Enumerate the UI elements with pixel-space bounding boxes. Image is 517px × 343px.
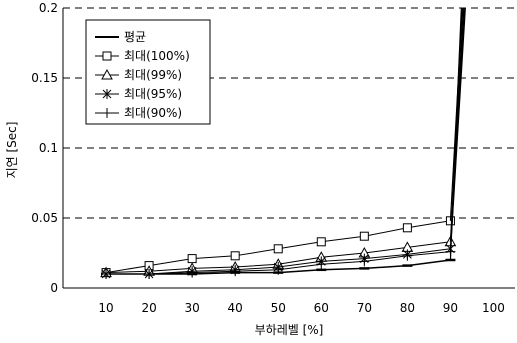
x-tick-label-5: 60	[314, 301, 329, 315]
series-1-point-6	[359, 231, 369, 241]
legend-marker-4	[102, 108, 112, 118]
y-tick-label-1: 0.05	[31, 211, 58, 225]
series-4-point-6	[359, 256, 370, 267]
y-tick-label-2: 0.1	[39, 141, 58, 155]
x-tick-label-3: 40	[228, 301, 243, 315]
series-4-point-1	[144, 269, 155, 279]
x-axis-title: 부하레벨 [%]	[255, 323, 324, 337]
series-4-point-0	[101, 269, 112, 279]
x-tick-label-2: 30	[185, 301, 200, 315]
x-tick-label-0: 10	[98, 301, 113, 315]
legend-marker-3	[102, 89, 112, 99]
legend-label-3: 최대(95%)	[124, 87, 182, 101]
x-tick-label-1: 20	[141, 301, 156, 315]
axes	[62, 8, 515, 289]
series-1-point-2	[187, 254, 197, 264]
x-tick-label-4: 50	[271, 301, 286, 315]
spike-line-1	[449, 7, 463, 221]
series-4-point-7	[402, 250, 413, 261]
series-1-point-4	[273, 244, 283, 254]
series-group	[100, 7, 466, 279]
y-axis-title: 지연 [Sec]	[5, 122, 19, 179]
x-tick-label-8: 90	[443, 301, 458, 315]
series-4-point-5	[316, 259, 327, 270]
legend-label-0: 평균	[124, 30, 146, 44]
legend-marker-2	[101, 68, 113, 80]
y-tick-label-0: 0	[50, 281, 58, 295]
series-1-point-5	[316, 237, 326, 247]
legend-label-4: 최대(90%)	[124, 106, 182, 120]
series-4-point-3	[230, 266, 241, 277]
y-tick-label-3: 0.15	[31, 71, 58, 85]
legend-label-1: 최대(100%)	[124, 49, 190, 63]
series-4-point-2	[187, 267, 198, 278]
series-4-point-4	[273, 264, 284, 275]
x-tick-label-7: 80	[400, 301, 415, 315]
legend-label-2: 최대(99%)	[124, 68, 182, 82]
x-tick-label-9: 100	[482, 301, 505, 315]
series-1-point-3	[230, 251, 240, 261]
y-tick-label-4: 0.2	[39, 1, 58, 15]
legend-marker-1	[102, 51, 112, 61]
tick-labels: 0 0.05 0.1 0.15 0.2 10 20 30 40 50 60 70 80 90 100	[31, 1, 505, 315]
series-1-point-7	[402, 223, 412, 233]
x-tick-label-6: 70	[357, 301, 372, 315]
spike-line-4	[449, 7, 466, 252]
